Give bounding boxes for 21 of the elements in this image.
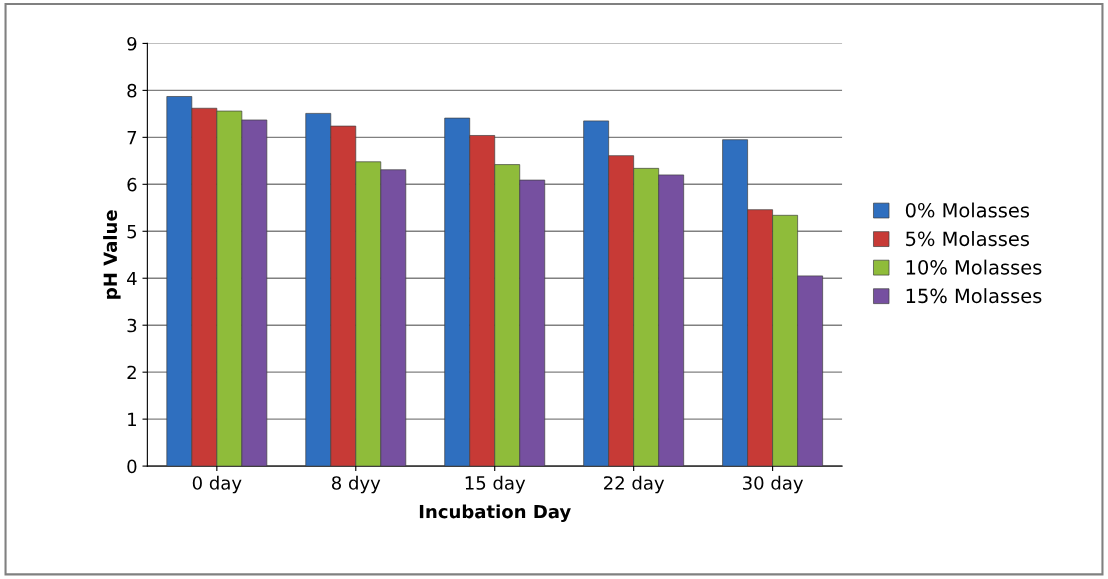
y-tick-label: 0: [127, 459, 137, 474]
legend-label: 5% Molasses: [906, 231, 1030, 247]
legend-label: 0% Molasses: [905, 202, 1030, 218]
y-tick-label: 7: [127, 131, 137, 145]
x-tick-label: 15 day: [465, 475, 526, 494]
legend-label: 15% Molasses: [906, 288, 1042, 304]
y-tick-label: 8: [127, 83, 137, 98]
y-axis-title: pH Value: [103, 210, 121, 299]
y-tick-label: 1: [128, 412, 136, 426]
x-axis-title: Incubation Day: [419, 504, 571, 523]
y-tick-label: 4: [127, 271, 137, 286]
y-tick-label: 2: [127, 365, 136, 380]
y-tick-label: 3: [127, 318, 137, 333]
x-tick-label: 30 day: [743, 475, 804, 494]
y-tick-label: 6: [127, 177, 137, 192]
y-tick-label: 5: [127, 224, 137, 239]
legend-label: 10% Molasses: [906, 259, 1042, 275]
x-tick-label: 8 dyy: [331, 475, 381, 494]
x-tick-label: 0 day: [192, 475, 242, 494]
y-tick-label: 9: [127, 36, 137, 51]
x-tick-label: 22 day: [604, 475, 665, 494]
